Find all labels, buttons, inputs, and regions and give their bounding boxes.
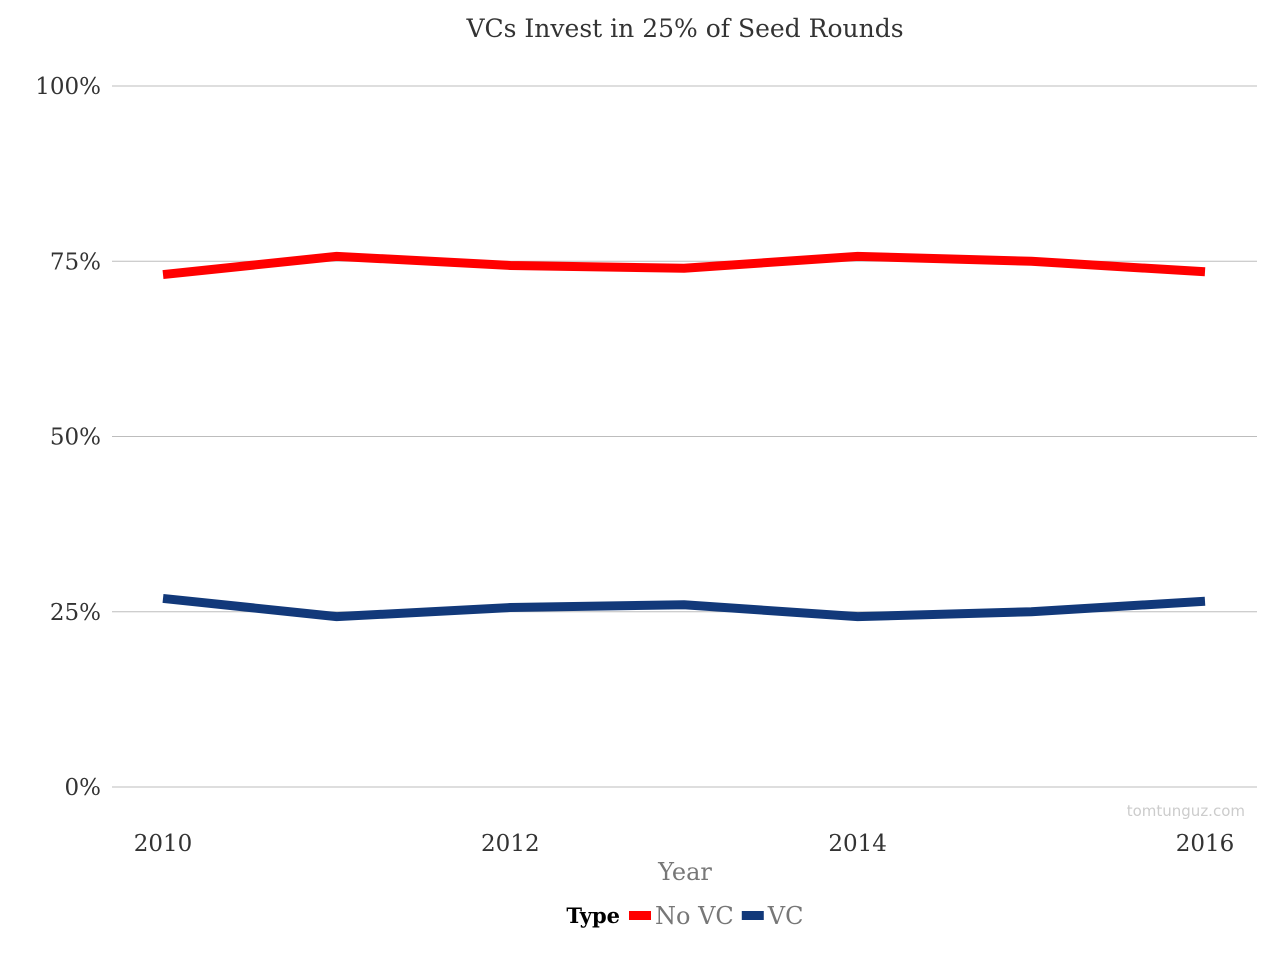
legend-label-vc: VC	[767, 902, 804, 930]
x-tick-label: 2012	[481, 831, 540, 857]
series-line-no-vc	[162, 251, 1206, 280]
y-tick-label: 100%	[35, 74, 101, 100]
y-tick-label: 50%	[50, 425, 101, 451]
x-tick-label: 2010	[134, 831, 193, 857]
y-tick-label: 75%	[50, 249, 101, 275]
watermark: tomtunguz.com	[1127, 802, 1245, 820]
legend: Type No VC VC	[566, 902, 803, 930]
legend-swatch-no-vc	[629, 911, 651, 920]
y-tick-label: 0%	[65, 775, 102, 801]
series-lines	[162, 251, 1206, 622]
legend-label-no-vc: No VC	[655, 902, 734, 930]
x-tick-label: 2014	[828, 831, 887, 857]
x-axis-label: Year	[657, 858, 712, 886]
chart-title: VCs Invest in 25% of Seed Rounds	[465, 14, 903, 43]
y-tick-label: 25%	[50, 600, 101, 626]
x-axis-ticks: 2010 2012 2014 2016	[134, 831, 1235, 857]
y-axis-ticks: 0% 25% 50% 75% 100%	[35, 74, 101, 801]
legend-title: Type	[566, 903, 620, 928]
legend-swatch-vc	[741, 911, 764, 920]
x-tick-label: 2016	[1176, 831, 1235, 857]
grid	[112, 85, 1257, 788]
series-line-vc	[162, 593, 1206, 622]
